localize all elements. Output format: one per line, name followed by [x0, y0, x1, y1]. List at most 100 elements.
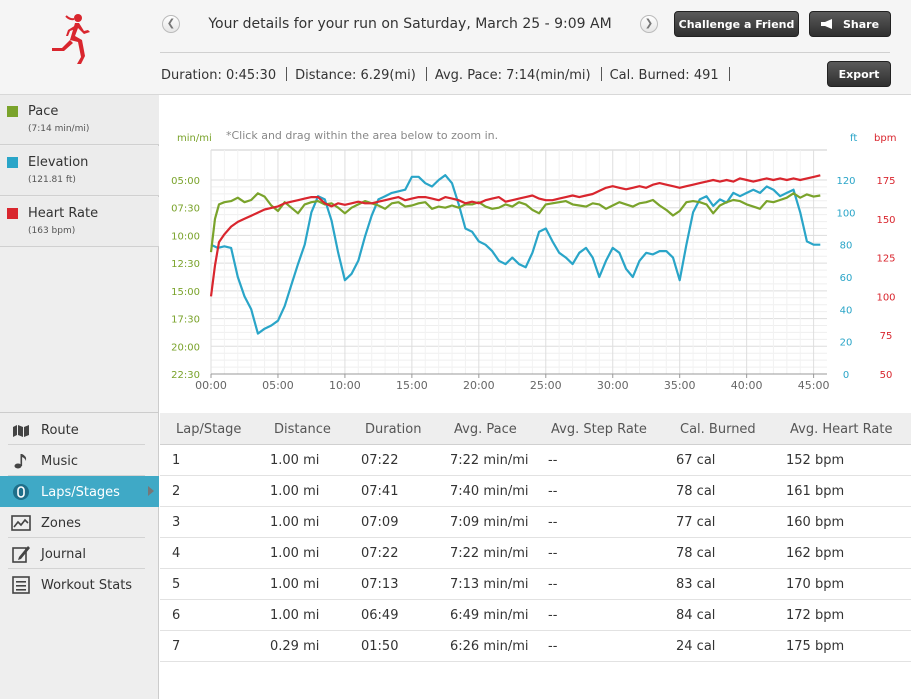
- chart-grid: [210, 149, 827, 375]
- column-header[interactable]: Cal. Burned: [680, 422, 756, 437]
- previous-run-button[interactable]: ❮: [162, 15, 180, 33]
- table-cell: 2: [172, 484, 181, 499]
- table-row: 6 1.00 mi 06:49 6:49 min/mi -- 84 cal 172 bpm: [160, 600, 911, 631]
- duration-value: 0:45:30: [225, 68, 277, 83]
- column-header[interactable]: Avg. Step Rate: [551, 422, 647, 437]
- column-header[interactable]: Lap/Stage: [176, 422, 242, 437]
- column-header[interactable]: Duration: [365, 422, 422, 437]
- nav-label: Workout Stats: [41, 578, 133, 593]
- table-cell: 1.00 mi: [270, 546, 320, 561]
- table-cell: 6:26 min/mi: [450, 639, 529, 654]
- pace-tick-label: 10:00: [171, 231, 200, 242]
- table-row: 4 1.00 mi 07:22 7:22 min/mi -- 78 cal 162 bpm: [160, 538, 911, 569]
- challenge-friend-button[interactable]: Challenge a Friend: [674, 11, 799, 37]
- elevation-tick-label: 0: [843, 370, 849, 381]
- export-button[interactable]: Export: [827, 61, 891, 87]
- zones-icon: [11, 515, 31, 531]
- legend-name: Pace: [28, 104, 59, 119]
- x-tick-label: 45:00: [798, 379, 830, 392]
- calories-label: Cal. Burned:: [609, 68, 690, 83]
- pace-tick-label: 17:30: [171, 315, 200, 326]
- chart-svg[interactable]: min/mi *Click and drag within the area b…: [160, 95, 911, 412]
- duration-label: Duration:: [161, 68, 222, 83]
- pace-unit-label: min/mi: [177, 133, 212, 144]
- pace-tick-label: 12:30: [171, 259, 200, 270]
- legend-elevation[interactable]: Elevation (121.81 ft): [0, 146, 159, 196]
- next-run-button[interactable]: ❯: [640, 15, 658, 33]
- legend-heart-rate[interactable]: Heart Rate (163 bpm): [0, 197, 159, 247]
- table-cell: 7:22 min/mi: [450, 546, 529, 561]
- x-tick-label: 00:00: [195, 379, 227, 392]
- column-header[interactable]: Avg. Pace: [454, 422, 517, 437]
- selected-arrow-icon: [148, 486, 154, 496]
- nav-label: Zones: [41, 516, 81, 531]
- table-row: 7 0.29 mi 01:50 6:26 min/mi -- 24 cal 175 bpm: [160, 631, 911, 662]
- elevation-series-line: [210, 174, 821, 335]
- nav-item-music[interactable]: Music: [0, 445, 159, 476]
- table-cell: 07:41: [361, 484, 399, 499]
- route-icon: [13, 425, 29, 437]
- table-cell: 84 cal: [676, 608, 716, 623]
- heart-rate-unit-label: bpm: [874, 133, 896, 144]
- elevation-tick-label: 120: [836, 176, 855, 187]
- music-note-icon: [14, 454, 27, 469]
- run-chart[interactable]: min/mi *Click and drag within the area b…: [160, 95, 911, 412]
- table-row: 5 1.00 mi 07:13 7:13 min/mi -- 83 cal 170 bpm: [160, 569, 911, 600]
- table-cell: 4: [172, 546, 181, 561]
- table-cell: 07:13: [361, 577, 399, 592]
- elevation-unit-label: ft: [850, 133, 857, 144]
- table-cell: 162 bpm: [786, 546, 845, 561]
- elevation-tick-label: 80: [840, 241, 853, 252]
- megaphone-icon: [820, 19, 832, 29]
- x-tick-label: 15:00: [396, 379, 428, 392]
- laps-table: Lap/Stage Distance Duration Avg. Pace Av…: [160, 413, 911, 662]
- table-cell: 07:22: [361, 546, 399, 561]
- table-cell: --: [548, 484, 558, 499]
- pace-tick-label: 22:30: [171, 370, 200, 381]
- table-cell: 0.29 mi: [270, 639, 320, 654]
- pace-tick-label: 07:30: [171, 204, 200, 215]
- nav-item-divider: [8, 475, 145, 476]
- column-header[interactable]: Avg. Heart Rate: [790, 422, 893, 437]
- legend-pace[interactable]: Pace (7:14 min/mi): [0, 95, 159, 145]
- nav-item-journal[interactable]: Journal: [0, 538, 159, 569]
- heart-rate-series-line: [209, 174, 821, 297]
- legend-value: (121.81 ft): [28, 175, 76, 185]
- nav-item-divider: [8, 568, 145, 569]
- table-cell: 07:22: [361, 453, 399, 468]
- table-cell: 1: [172, 453, 181, 468]
- share-button[interactable]: Share: [809, 11, 891, 37]
- column-header[interactable]: Distance: [274, 422, 331, 437]
- nav-label: Music: [41, 454, 78, 469]
- table-cell: --: [548, 453, 558, 468]
- nav-item-route[interactable]: Route: [0, 414, 159, 445]
- x-tick-label: 20:00: [463, 379, 495, 392]
- heart-rate-tick-label: 75: [880, 331, 893, 342]
- nav-item-divider: [8, 537, 145, 538]
- table-cell: 77 cal: [676, 515, 716, 530]
- elevation-tick-label: 20: [840, 338, 853, 349]
- pace-tick-label: 05:00: [171, 176, 200, 187]
- table-row: 2 1.00 mi 07:41 7:40 min/mi -- 78 cal 161 bpm: [160, 476, 911, 507]
- x-tick-label: 40:00: [731, 379, 763, 392]
- stat-separator: [600, 67, 602, 81]
- avg-pace-label: Avg. Pace:: [434, 68, 502, 83]
- nav-label: Journal: [41, 547, 86, 562]
- table-cell: 160 bpm: [786, 515, 845, 530]
- nav-item-laps-stages[interactable]: Laps/Stages: [0, 476, 159, 507]
- table-cell: 1.00 mi: [270, 515, 320, 530]
- table-cell: 7:40 min/mi: [450, 484, 529, 499]
- zoom-hint: *Click and drag within the area below to…: [226, 129, 498, 142]
- journal-icon: [12, 546, 30, 563]
- table-cell: --: [548, 639, 558, 654]
- nav-item-zones[interactable]: Zones: [0, 507, 159, 538]
- pace-tick-label: 15:00: [171, 287, 200, 298]
- heart-rate-color-swatch: [7, 208, 18, 219]
- heart-rate-tick-label: 50: [880, 370, 893, 381]
- legend-name: Heart Rate: [28, 206, 99, 221]
- table-cell: 6:49 min/mi: [450, 608, 529, 623]
- x-tick-label: 25:00: [530, 379, 562, 392]
- nav-item-workout-stats[interactable]: Workout Stats: [0, 569, 159, 600]
- header-divider: [160, 52, 890, 53]
- heart-rate-tick-label: 100: [876, 292, 895, 303]
